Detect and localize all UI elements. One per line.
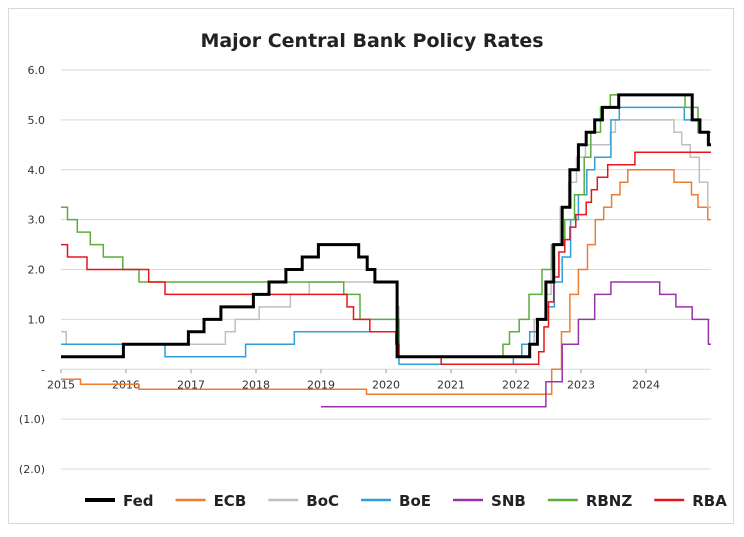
y-tick-label: 4.0: [28, 164, 46, 177]
legend-item-rba: RBA: [654, 492, 727, 510]
y-tick-label: 6.0: [28, 64, 46, 77]
series-line-snb: [321, 281, 711, 408]
chart-frame: Major Central Bank Policy Rates 6.0 5.0 4.…: [8, 8, 734, 524]
series-line-rbnz: [61, 94, 711, 358]
legend-label: BoC: [306, 492, 339, 510]
legend-label: RBA: [692, 492, 727, 510]
legend-item-boc: BoC: [268, 492, 339, 510]
x-tick-label: 2020: [372, 378, 400, 391]
series-line-boc: [61, 119, 711, 358]
legend-item-rbnz: RBNZ: [547, 492, 633, 510]
y-tick-label: (1.0): [19, 413, 45, 426]
legend-label: BoE: [399, 492, 431, 510]
x-tick-label: 2021: [437, 378, 465, 391]
series-line-fed: [61, 93, 711, 359]
y-tick-label: (2.0): [19, 463, 45, 476]
legend-label: SNB: [491, 492, 526, 510]
legend-item-boe: BoE: [361, 492, 431, 510]
legend-label: RBNZ: [586, 492, 633, 510]
x-tick-label: 2017: [177, 378, 205, 391]
legend-label: Fed: [123, 492, 154, 510]
legend-item-ecb: ECB: [175, 492, 247, 510]
x-tick-label: 2024: [632, 378, 660, 391]
legend-item-snb: SNB: [453, 492, 526, 510]
x-tick-label: 2019: [307, 378, 335, 391]
y-tick-label: 3.0: [28, 214, 46, 227]
chart-title: Major Central Bank Policy Rates: [200, 30, 543, 52]
series-line-boe: [61, 106, 711, 366]
legend-label: ECB: [214, 492, 247, 510]
x-tick-label: 2023: [567, 378, 595, 391]
x-tick-label: 2022: [502, 378, 530, 391]
x-tick-label: 2015: [47, 378, 75, 391]
legend: Fed ECB BoC BoE SNB RBNZ RBA: [85, 492, 727, 510]
series-line-ecb: [61, 169, 711, 395]
y-tick-label: 2.0: [28, 264, 46, 277]
line-chart: Major Central Bank Policy Rates 6.0 5.0 4.…: [19, 30, 727, 510]
y-axis: 6.0 5.0 4.0 3.0 2.0 1.0 - (1.0) (2.0): [19, 64, 45, 476]
legend-item-fed: Fed: [85, 492, 154, 510]
y-tick-label: -: [41, 363, 45, 376]
x-tick-label: 2018: [242, 378, 270, 391]
series-line-rba: [61, 151, 711, 366]
gridlines: [61, 69, 711, 470]
x-axis: 2015 2016 2017 2018 2019 2020 2021 2022 2023 2024: [47, 369, 660, 391]
y-tick-label: 1.0: [28, 313, 46, 326]
series-lines: [61, 93, 711, 408]
y-tick-label: 5.0: [28, 114, 46, 127]
